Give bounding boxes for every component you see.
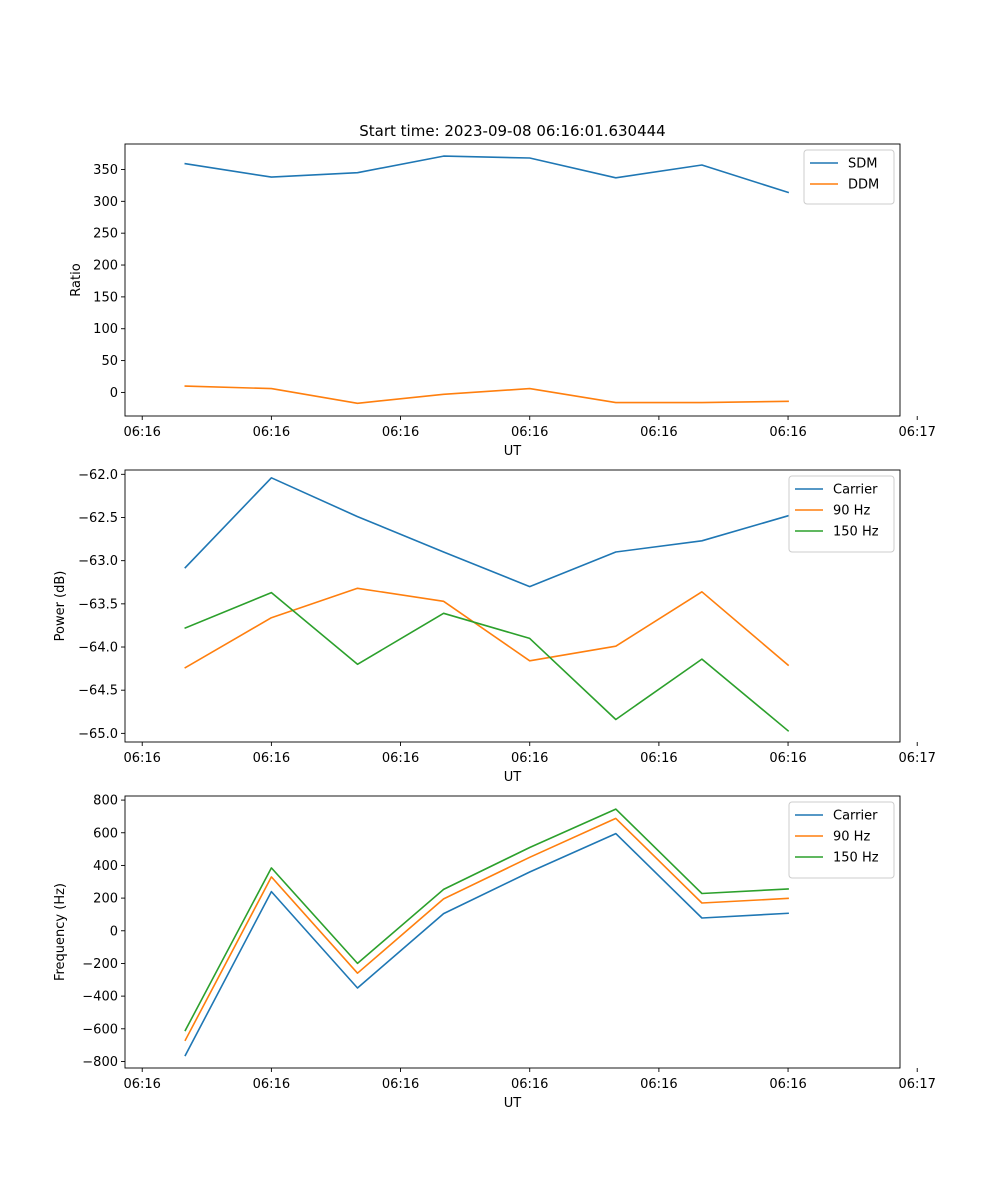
legend-label: 90 Hz [833, 504, 870, 519]
y-tick-label: 50 [101, 354, 118, 369]
series-line-150-hz [184, 808, 789, 1032]
x-axis-label: UT [504, 1096, 522, 1111]
x-tick-label: 06:16 [769, 1077, 806, 1092]
x-tick-label: 06:16 [382, 425, 419, 440]
subplot-2: −65.0 −64.5 −64.0 −63.5 −63.0 −62.5 −62.0 06:16… [53, 468, 936, 785]
legend: Carrier 90 Hz 150 Hz [788, 801, 895, 879]
y-tick-label: 350 [93, 163, 118, 178]
y-tick-label: −62.5 [78, 511, 118, 526]
series-line-sdm [184, 155, 790, 194]
y-tick-label: −800 [82, 1055, 118, 1070]
y-tick-label: −63.0 [78, 554, 118, 569]
x-axis-label: UT [504, 444, 522, 459]
chart-title: Start time: 2023-09-08 06:16:01.630444 [359, 122, 665, 140]
x-tick-label: 06:16 [382, 1077, 419, 1092]
legend-label: SDM [848, 157, 877, 172]
y-tick-label: 800 [93, 794, 118, 809]
axes-frame [124, 469, 901, 743]
axes-frame [124, 143, 901, 417]
series-line-150-hz [184, 591, 790, 732]
subplot-3: −800 −600 −400 −200 0 200 400 600 800 06:16 06:16 0… [53, 794, 936, 1111]
y-tick-label: −62.0 [78, 468, 118, 483]
subplot-1: 0 50 100 150 200 250 300 350 06:16 06:16 06:16 06:1… [69, 143, 936, 459]
y-tick-label: 0 [110, 386, 118, 401]
series-line-carrier [184, 832, 789, 1057]
y-tick-label: 400 [93, 859, 118, 874]
legend-label: 150 Hz [833, 851, 879, 866]
x-tick-label: 06:17 [898, 1077, 935, 1092]
y-axis-label: Frequency (Hz) [53, 883, 68, 981]
x-tick-label: 06:16 [253, 1077, 290, 1092]
y-tick-label: −63.5 [78, 597, 118, 612]
x-tick-label: 06:16 [123, 751, 160, 766]
legend-label: 90 Hz [833, 830, 870, 845]
x-tick-label: 06:16 [511, 425, 548, 440]
legend-label: Carrier [833, 483, 878, 498]
legend-box [788, 475, 895, 553]
x-tick-label: 06:16 [640, 751, 677, 766]
x-tick-label: 06:16 [382, 751, 419, 766]
y-tick-label: −64.5 [78, 684, 118, 699]
y-tick-label: 150 [93, 290, 118, 305]
x-tick-label: 06:16 [123, 425, 160, 440]
y-tick-label: −200 [82, 957, 118, 972]
x-tick-label: 06:16 [253, 425, 290, 440]
y-tick-label: −64.0 [78, 641, 118, 656]
y-tick-label: 0 [110, 924, 118, 939]
y-tick-label: 300 [93, 195, 118, 210]
legend: SDM DDM [803, 149, 895, 205]
series-line-carrier [184, 476, 790, 588]
x-tick-label: 06:16 [640, 1077, 677, 1092]
x-tick-label: 06:16 [123, 1077, 160, 1092]
y-tick-label: −600 [82, 1022, 118, 1037]
x-tick-label: 06:16 [511, 751, 548, 766]
x-tick-label: 06:16 [769, 425, 806, 440]
x-axis-label: UT [504, 770, 522, 785]
y-tick-label: 200 [93, 892, 118, 907]
y-tick-label: −400 [82, 990, 118, 1005]
plots: 0 50 100 150 200 250 300 350 06:16 06:16 06:16 06:1… [53, 143, 936, 1111]
y-tick-label: −65.0 [78, 727, 118, 742]
x-tick-label: 06:16 [769, 751, 806, 766]
legend-label: 150 Hz [833, 525, 879, 540]
legend-label: DDM [848, 178, 879, 193]
y-tick-label: 600 [93, 826, 118, 841]
x-tick-label: 06:16 [253, 751, 290, 766]
x-tick-label: 06:17 [898, 425, 935, 440]
axes-frame [124, 795, 901, 1069]
x-tick-label: 06:16 [511, 1077, 548, 1092]
y-tick-label: 250 [93, 227, 118, 242]
y-tick-label: 100 [93, 322, 118, 337]
x-tick-label: 06:17 [898, 751, 935, 766]
y-axis-label: Ratio [69, 263, 84, 296]
legend: Carrier 90 Hz 150 Hz [788, 475, 895, 553]
legend-box [788, 801, 895, 879]
series-line-ddm [184, 385, 789, 405]
series-line-90-hz [184, 587, 790, 669]
legend-label: Carrier [833, 809, 878, 824]
y-tick-label: 200 [93, 259, 118, 274]
y-axis-label: Power (dB) [53, 571, 68, 642]
series-line-90-hz [184, 817, 789, 1042]
x-tick-label: 06:16 [640, 425, 677, 440]
